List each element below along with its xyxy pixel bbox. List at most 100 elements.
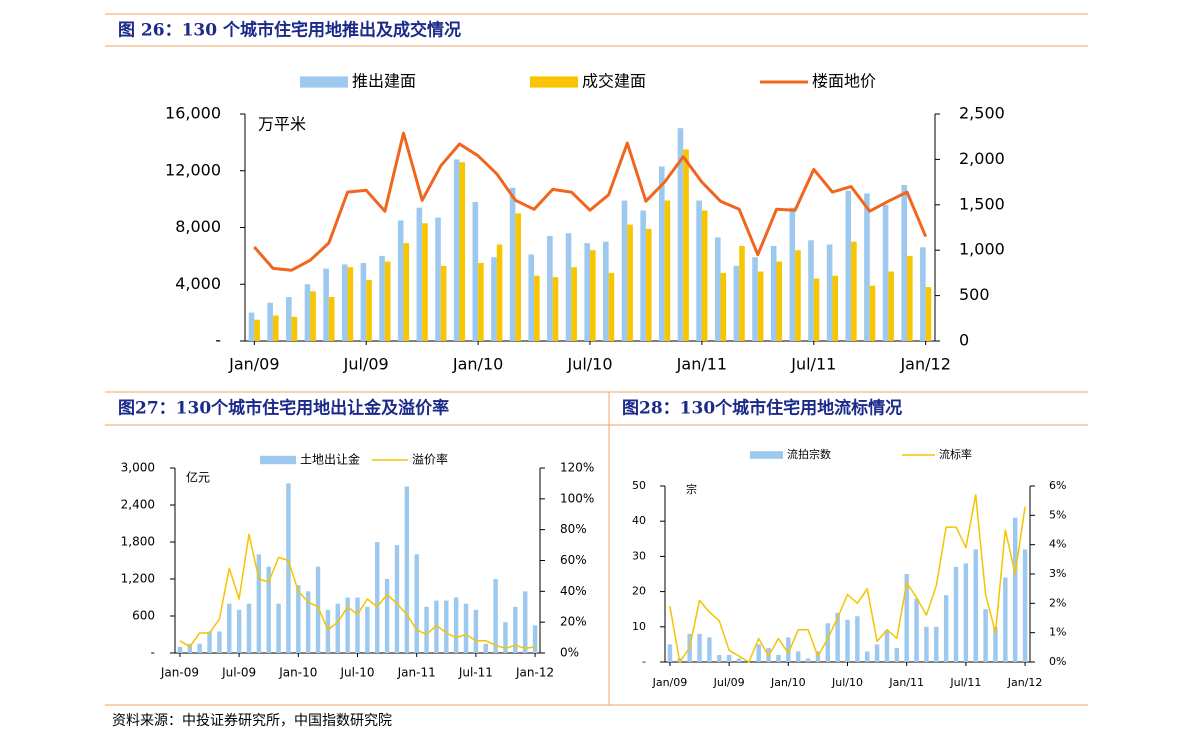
tick-label: 20 — [632, 585, 646, 598]
bar — [882, 204, 889, 341]
x-tick-label: Jan/10 — [452, 355, 503, 374]
x-tick-label: Jan-10 — [278, 666, 317, 680]
x-tick-label: Jul/10 — [566, 355, 612, 374]
tick-label: 500 — [959, 285, 990, 304]
x-tick-label: Jan/12 — [899, 355, 950, 374]
unit-label: 宗 — [686, 482, 697, 496]
bar — [924, 626, 929, 662]
bar — [528, 254, 535, 341]
bar — [304, 284, 311, 341]
bar — [522, 591, 528, 653]
tick-label: - — [642, 655, 646, 668]
tick-label: 2,500 — [959, 104, 1005, 123]
bar — [513, 606, 518, 653]
bar — [888, 271, 894, 341]
bar — [276, 603, 281, 653]
bar — [884, 630, 890, 662]
bar — [733, 265, 740, 341]
bar — [496, 244, 503, 341]
tick-label: 5% — [1049, 508, 1066, 521]
tick-label: 50 — [632, 479, 646, 492]
bar — [1003, 577, 1008, 662]
x-tick-label: Jan/09 — [228, 355, 279, 374]
bar — [473, 609, 479, 653]
tick-label: - — [215, 331, 221, 350]
bar — [403, 243, 410, 341]
bar — [757, 271, 764, 341]
x-tick-label: Jul/09 — [713, 676, 745, 689]
bar — [894, 647, 900, 662]
tick-label: 2% — [1049, 596, 1066, 609]
tick-label: 2,400 — [121, 498, 155, 512]
tick-label: 3% — [1049, 567, 1066, 580]
bar — [472, 201, 479, 341]
bar — [645, 228, 652, 341]
bar — [659, 166, 665, 341]
legend-swatch — [530, 76, 578, 88]
bar — [717, 654, 722, 662]
bar — [677, 128, 684, 341]
bar — [714, 237, 721, 341]
tick-label: 2,000 — [959, 149, 1005, 168]
bar — [532, 625, 538, 653]
bar — [296, 585, 301, 653]
bar — [335, 603, 340, 653]
bar — [459, 162, 466, 341]
tick-label: 3,000 — [121, 461, 155, 475]
bar — [347, 267, 354, 341]
bar — [855, 616, 860, 662]
bar — [835, 612, 840, 662]
bar — [365, 606, 370, 653]
tick-label: 1% — [1049, 626, 1066, 639]
tick-label: 8,000 — [175, 217, 221, 236]
bar — [310, 291, 316, 341]
bar — [786, 637, 791, 662]
bar — [864, 193, 870, 341]
bar — [355, 597, 360, 653]
bar — [384, 579, 390, 653]
x-tick-label: Jan/09 — [652, 676, 688, 689]
tick-label: - — [151, 646, 155, 660]
bar — [187, 643, 193, 653]
figure-title: 图27：130个城市住宅用地出让金及溢价率 — [118, 398, 449, 419]
x-tick-label: Jul/10 — [831, 676, 863, 689]
bar — [789, 207, 796, 341]
x-tick-label: Jan/10 — [770, 676, 806, 689]
line — [253, 131, 928, 272]
legend-swatch — [750, 451, 783, 459]
bar — [305, 591, 311, 653]
bar — [874, 644, 880, 662]
bar — [904, 574, 909, 662]
bar — [286, 297, 292, 341]
x-tick-label: Jul-09 — [221, 666, 256, 680]
legend-swatch — [300, 76, 348, 88]
legend-label: 溢价率 — [412, 452, 448, 467]
bar — [697, 633, 702, 662]
bar — [197, 643, 202, 653]
bar — [664, 200, 671, 341]
tick-label: 1,000 — [959, 240, 1005, 259]
source: 资料来源：中投证券研究所，中国指数研究院 — [112, 713, 392, 729]
bar — [323, 268, 329, 341]
bar — [756, 644, 761, 662]
bar — [267, 302, 273, 341]
tick-label: 120% — [560, 461, 594, 475]
bar — [914, 598, 919, 662]
tick-label: 10 — [632, 620, 646, 633]
bar — [701, 210, 708, 341]
line — [669, 494, 1026, 663]
bar — [907, 255, 913, 341]
bar — [266, 566, 271, 653]
bar — [920, 247, 926, 341]
bar — [483, 643, 488, 653]
figure-title: 图 26：130 个城市住宅用地推出及成交情况 — [118, 20, 461, 41]
tick-label: 0% — [1049, 655, 1066, 668]
legend-label: 推出建面 — [352, 72, 416, 91]
tick-label: 12,000 — [165, 160, 221, 179]
bar — [963, 563, 969, 662]
bar — [315, 566, 321, 653]
bar — [973, 549, 978, 662]
bar — [325, 609, 331, 653]
tick-label: 60% — [560, 553, 587, 567]
